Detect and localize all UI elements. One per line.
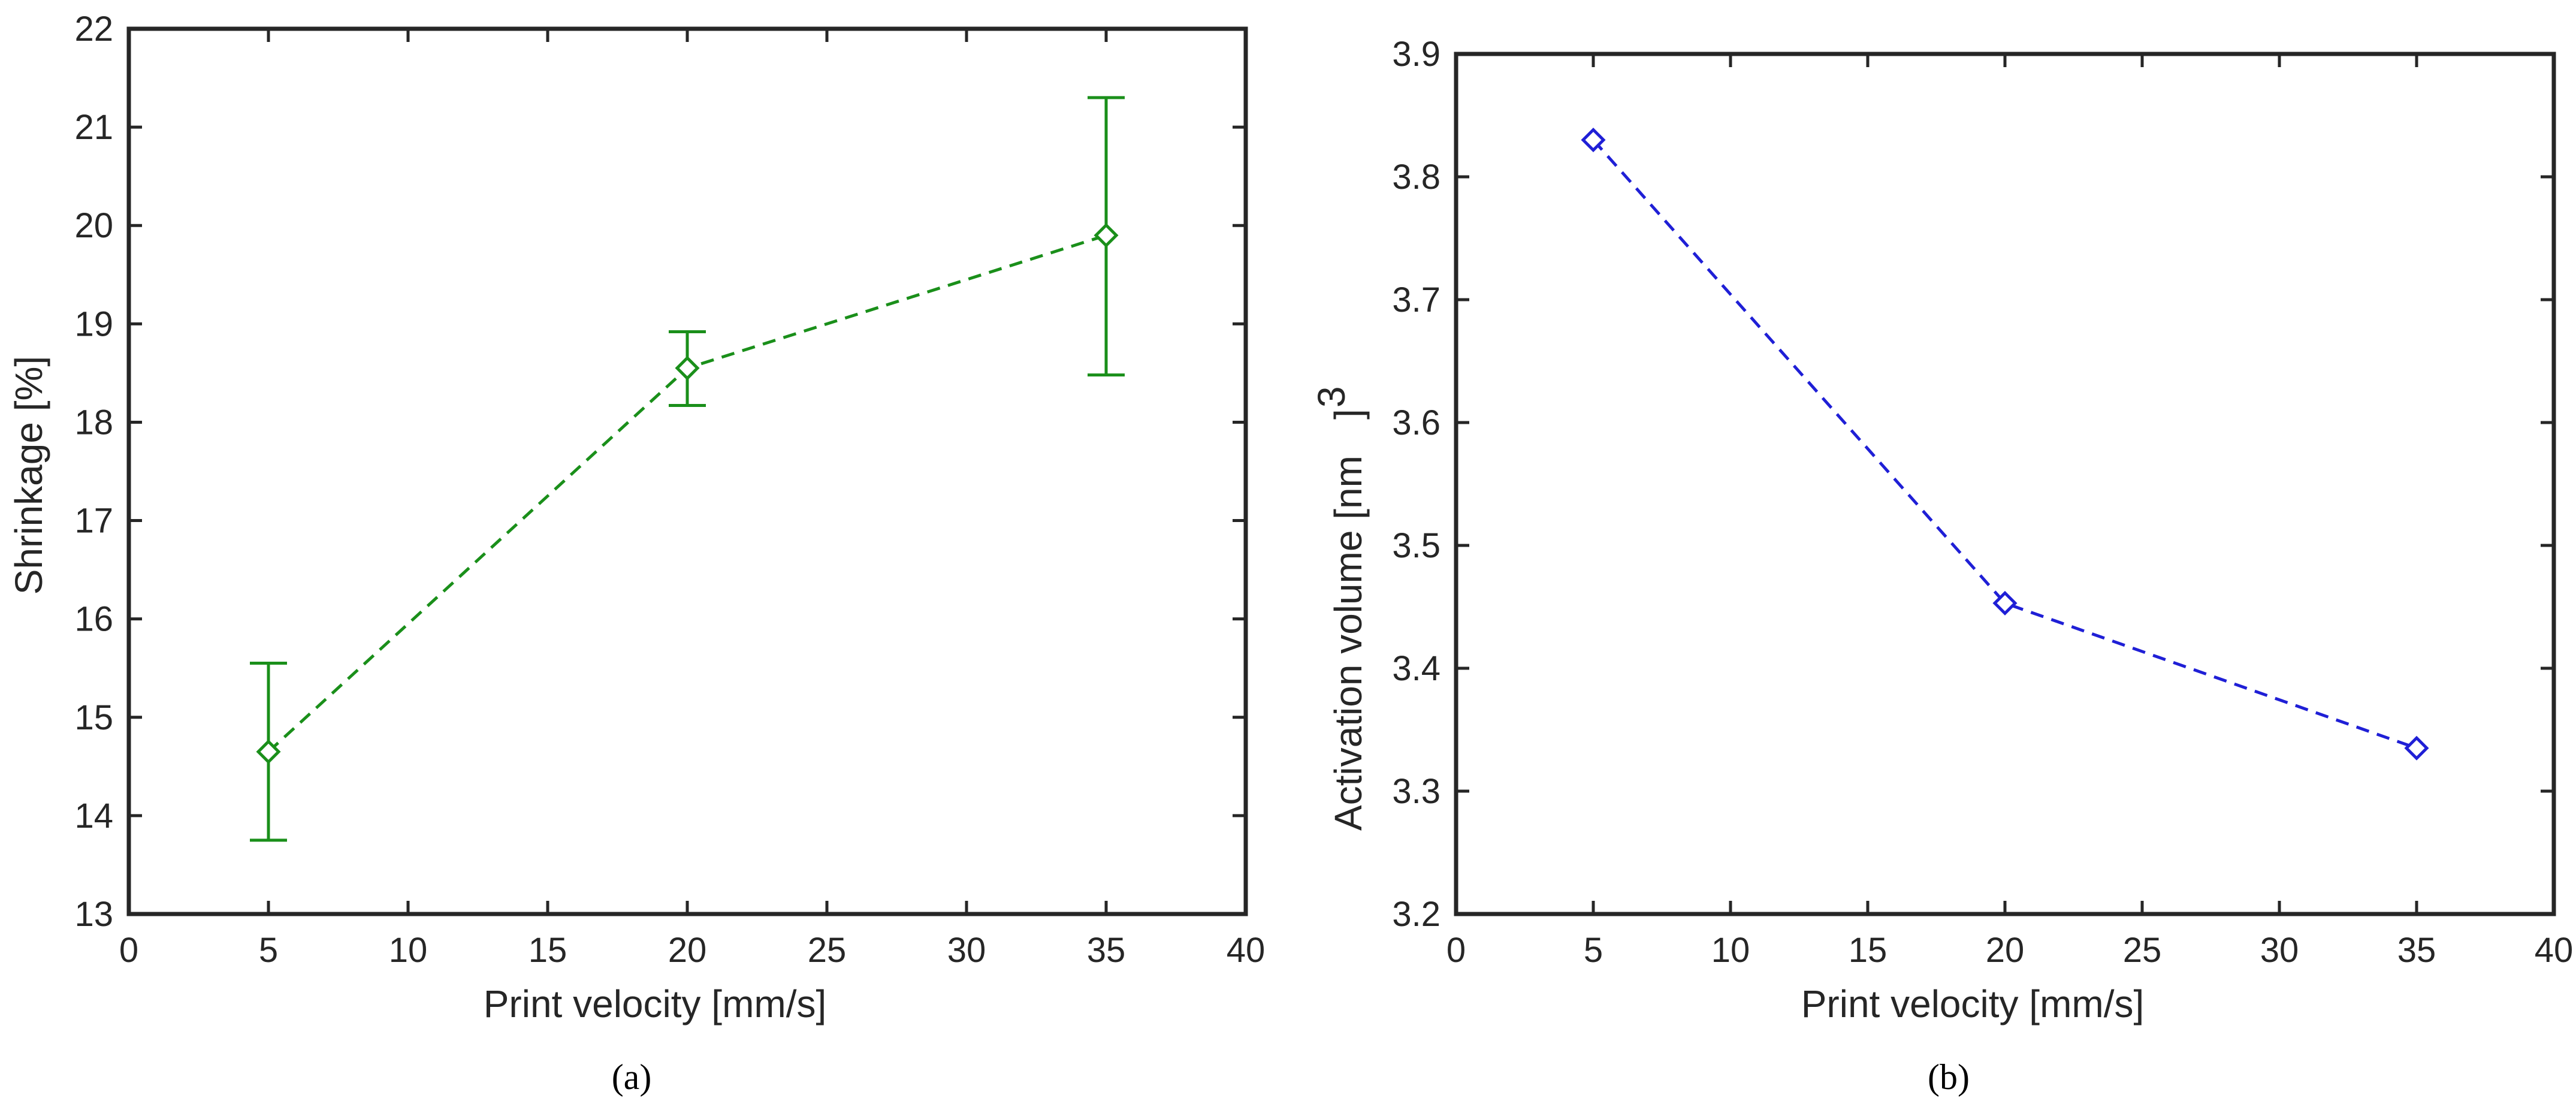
- plot-area-b: 0 5 10 15 20 25 30 35 40 3.2 3.3 3.4 3.5 3.6 3.7 3.8 3.9: [1392, 35, 2573, 970]
- y-axis-label-b-close: ]: [1327, 409, 1370, 420]
- x-tick-label-b: 35: [2397, 931, 2436, 970]
- y-tick-label-b: 3.6: [1392, 403, 1440, 442]
- plot-area-a: 0 5 10 15 20 25 30 35 40 13 14 15 16 17 18 19 20 21 22: [74, 10, 1265, 970]
- y-tick-label-a: 16: [74, 600, 113, 639]
- x-tick-label-b: 0: [1446, 931, 1466, 970]
- y-tick-label-a: 19: [74, 304, 113, 343]
- data-point-marker-a: [1094, 223, 1119, 248]
- caption-a: (a): [612, 1057, 652, 1097]
- y-tick-label-a: 20: [74, 206, 113, 245]
- y-tick-label-b: 3.7: [1392, 280, 1440, 319]
- y-tick-label-a: 22: [74, 10, 113, 49]
- y-tick-label-b: 3.9: [1392, 35, 1440, 74]
- x-tick-label-b: 30: [2260, 931, 2299, 970]
- y-tick-label-a: 14: [74, 797, 113, 835]
- data-point-marker-b: [1581, 127, 1606, 153]
- y-tick-label-b: 3.8: [1392, 158, 1440, 197]
- y-axis-label-b-main: Activation volume [nm: [1327, 456, 1370, 831]
- x-tick-label-a: 40: [1227, 931, 1266, 970]
- y-axis-label-a: Shrinkage [%]: [7, 356, 50, 595]
- data-point-marker-a: [256, 739, 281, 764]
- data-point-marker-a: [675, 355, 700, 381]
- x-tick-label-b: 20: [1986, 931, 2025, 970]
- y-axis-label-b: Activation volume [nm ] 3: [1310, 386, 1370, 831]
- data-point-marker-b: [1992, 590, 2018, 616]
- y-tick-label-a: 15: [74, 698, 113, 737]
- chart-panel-a: 0 5 10 15 20 25 30 35 40 13 14 15 16 17 18 19 20 21 22 Pri…: [7, 10, 1265, 1097]
- y-tick-label-b: 3.2: [1392, 895, 1440, 934]
- x-tick-label-a: 5: [259, 931, 278, 970]
- x-tick-label-a: 10: [389, 931, 428, 970]
- x-tick-label-a: 0: [119, 931, 138, 970]
- series-line-b: [1592, 138, 2417, 750]
- y-axis-label-b-superscript: 3: [1310, 386, 1353, 408]
- axes-box-a: [126, 26, 1248, 916]
- data-point-marker-b: [2404, 735, 2429, 761]
- y-tick-label-a: 18: [74, 403, 113, 442]
- x-axis-label-b: Print velocity [mm/s]: [1801, 982, 2145, 1025]
- y-tick-label-b: 3.4: [1392, 649, 1440, 688]
- x-tick-label-b: 15: [1849, 931, 1888, 970]
- x-tick-label-b: 25: [2123, 931, 2162, 970]
- x-tick-label-a: 35: [1087, 931, 1126, 970]
- x-tick-label-a: 25: [808, 931, 847, 970]
- series-line-a: [267, 234, 1107, 753]
- x-tick-label-b: 10: [1711, 931, 1750, 970]
- y-tick-label-b: 3.5: [1392, 526, 1440, 565]
- x-tick-label-a: 15: [529, 931, 567, 970]
- chart-panel-b: 0 5 10 15 20 25 30 35 40 3.2 3.3 3.4 3.5 3.6 3.7 3.8 3.9…: [1310, 35, 2573, 1097]
- y-tick-label-a: 17: [74, 502, 113, 541]
- y-tick-label-a: 13: [74, 895, 113, 934]
- caption-b: (b): [1928, 1057, 1970, 1097]
- axes-box-b: [1454, 52, 2556, 916]
- x-axis-label-a: Print velocity [mm/s]: [484, 982, 827, 1025]
- x-tick-label-b: 40: [2535, 931, 2574, 970]
- x-tick-label-b: 5: [1584, 931, 1603, 970]
- x-tick-label-a: 30: [947, 931, 986, 970]
- x-tick-label-a: 20: [668, 931, 707, 970]
- y-tick-label-a: 21: [74, 108, 113, 147]
- y-tick-label-b: 3.3: [1392, 772, 1440, 811]
